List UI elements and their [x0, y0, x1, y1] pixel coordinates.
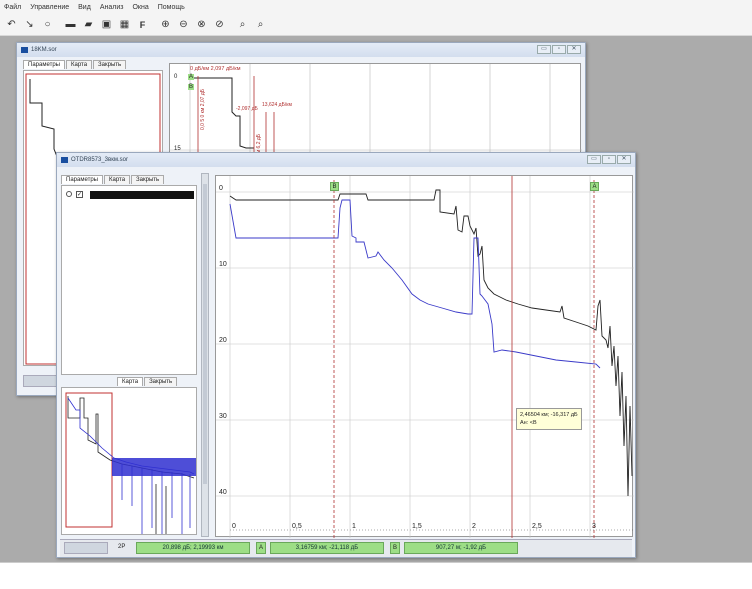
y-tick-10: 10 — [219, 261, 227, 268]
status-reading-1: 20,898 дБ; 2,19993 км — [136, 542, 250, 554]
status-tag-b[interactable]: B — [390, 542, 400, 554]
y-tick-40: 40 — [219, 489, 227, 496]
toolbar: ↶ ↘ ○ ▬ ▰ ▣ ▦ F ⊕ ⊖ ⊗ ⊘ ⌕ ⌕ — [0, 14, 752, 36]
menu-control[interactable]: Управление — [30, 3, 70, 11]
x-tick-3: 3 — [592, 523, 596, 530]
menu-bar: Файл Управление Вид Анализ Окна Помощь — [0, 0, 752, 14]
y-tick-0: 0 — [219, 185, 223, 192]
status-reading-2: 3,16759 км; -21,118 дБ — [270, 542, 384, 554]
front-window-titlebar[interactable]: OTDR8573_3вкм.sor ▭ ▫ ✕ — [57, 153, 635, 167]
parameters-panel: ✓ — [61, 185, 197, 375]
document-icon — [21, 47, 28, 53]
reflectogram-plot[interactable]: B A 0 10 20 30 40 0 0,5 1 1,5 2 2,5 3 2,… — [215, 175, 634, 538]
zoom-area-icon[interactable]: ⊘ — [215, 19, 224, 30]
zoom-out-icon[interactable]: ⊖ — [179, 19, 188, 30]
undo-icon[interactable]: ↶ — [7, 19, 16, 30]
status-reading-3: 907,27 м; -1,92 дБ — [404, 542, 518, 554]
close-button[interactable]: ✕ — [617, 155, 631, 164]
trace-radio-button[interactable] — [66, 191, 72, 197]
back-header-annotation: 0 дБ/км 2,097 дБ/км — [190, 66, 241, 72]
menu-view[interactable]: Вид — [78, 3, 91, 11]
application-status-bar — [0, 562, 752, 589]
panel-scrollbar[interactable] — [201, 173, 209, 537]
x-tick-2: 2 — [472, 523, 476, 530]
tooltip-coordinates: 2,46504 км; -16,317 дБ — [520, 412, 578, 418]
status-tag-a[interactable]: A — [256, 542, 266, 554]
front-document-window[interactable]: OTDR8573_3вкм.sor ▭ ▫ ✕ Параметры Карта … — [56, 152, 636, 558]
grid-icon[interactable]: ▦ — [119, 19, 130, 30]
front-lower-tabs: Карта Закрыть — [117, 377, 178, 386]
minimize-button[interactable]: ▭ — [537, 45, 551, 54]
back-window-title: 18KM.sor — [31, 47, 57, 53]
y-tick-30: 30 — [219, 413, 227, 420]
zoom-icon[interactable]: ⌕ — [239, 19, 246, 30]
tab-close[interactable]: Закрыть — [131, 175, 165, 184]
minimize-button[interactable]: ▭ — [587, 155, 601, 164]
document-icon — [61, 157, 68, 163]
close-button[interactable]: ✕ — [567, 45, 581, 54]
tab-map[interactable]: Карта — [65, 60, 93, 69]
x-tick-0: 0 — [232, 523, 236, 530]
reflectogram-svg — [216, 176, 634, 538]
tab-map[interactable]: Карта — [103, 175, 131, 184]
status-scroll-area[interactable] — [64, 542, 108, 554]
back-ann-2: 13,624 дБ/км — [262, 102, 292, 108]
open-folder-icon[interactable]: ▰ — [84, 19, 93, 30]
menu-help[interactable]: Помощь — [157, 3, 185, 11]
status-mode: 2P — [118, 544, 126, 550]
f-icon[interactable]: F — [139, 19, 146, 30]
open-icon[interactable]: ▬ — [65, 19, 76, 30]
circle-icon[interactable]: ○ — [44, 19, 51, 30]
scrollbar-thumb[interactable] — [203, 184, 207, 484]
x-tick-1: 1 — [352, 523, 356, 530]
maximize-button[interactable]: ▫ — [552, 45, 566, 54]
zoom-fit-icon[interactable]: ⊗ — [197, 19, 206, 30]
cursor-tooltip: 2,46504 км; -16,317 дБ Ан: <B — [516, 408, 582, 430]
tab-close[interactable]: Закрыть — [93, 60, 127, 69]
cursor-icon[interactable]: ↘ — [25, 19, 34, 30]
y-tick-20: 20 — [219, 337, 227, 344]
marker-a-label[interactable]: A — [590, 182, 599, 191]
zoom-reset-icon[interactable]: ⌕ — [257, 19, 264, 30]
x-tick-0-5: 0,5 — [292, 523, 302, 530]
zoom-in-icon[interactable]: ⊕ — [161, 19, 170, 30]
menu-analysis[interactable]: Анализ — [99, 3, 124, 11]
back-marker-a[interactable]: A — [188, 74, 195, 80]
menu-windows[interactable]: Окна — [132, 3, 149, 11]
trace-color-swatch[interactable] — [90, 191, 194, 199]
menu-file[interactable]: Файл — [4, 3, 22, 11]
back-y-tick-0: 0 — [174, 74, 178, 80]
marker-b-label[interactable]: B — [330, 182, 339, 191]
measurement-status-bar: 2P 20,898 дБ; 2,19993 км A 3,16759 км; -… — [60, 539, 632, 557]
tab-parameters[interactable]: Параметры — [61, 175, 103, 184]
maximize-button[interactable]: ▫ — [602, 155, 616, 164]
tab-parameters[interactable]: Параметры — [23, 60, 65, 69]
tooltip-analysis: Ан: <B — [520, 420, 537, 426]
tab-close-lower[interactable]: Закрыть — [144, 377, 178, 386]
save-icon[interactable]: ▣ — [101, 19, 112, 30]
back-y-tick-15: 15 — [174, 146, 181, 152]
mini-trace-map — [65, 392, 196, 534]
back-tabs: Параметры Карта Закрыть — [23, 60, 127, 69]
front-tabs: Параметры Карта Закрыть — [61, 175, 165, 184]
back-vertical-label-1: 0,0 5 0 км 2,07 дБ — [200, 88, 206, 130]
trace-checkbox[interactable]: ✓ — [76, 191, 83, 198]
back-marker-b[interactable]: B — [188, 84, 195, 90]
x-tick-1-5: 1,5 — [412, 523, 422, 530]
back-ann-1: -2,097 дБ — [236, 106, 258, 112]
front-window-title: OTDR8573_3вкм.sor — [71, 157, 128, 163]
back-window-titlebar[interactable]: 18KM.sor ▭ ▫ ✕ — [17, 43, 585, 57]
tab-map-lower[interactable]: Карта — [117, 377, 144, 386]
map-panel — [61, 387, 197, 535]
x-tick-2-5: 2,5 — [532, 523, 542, 530]
